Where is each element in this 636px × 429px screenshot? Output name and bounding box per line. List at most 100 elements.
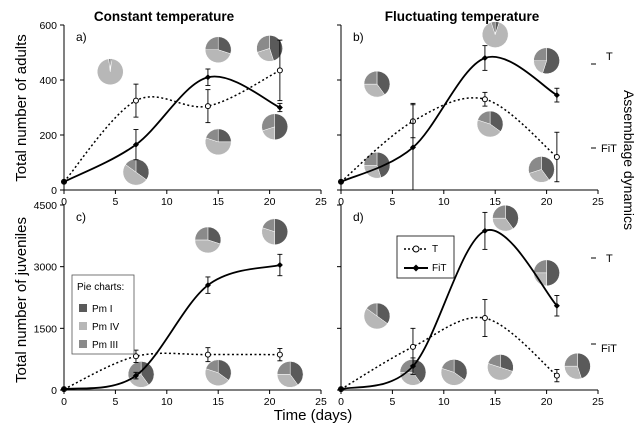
pie-slice <box>122 164 147 186</box>
pie-slice <box>363 308 388 330</box>
data-point-t <box>204 103 211 110</box>
pie-slice <box>505 204 519 230</box>
y-tick-label: 600 <box>39 20 57 32</box>
data-point-t <box>276 67 283 74</box>
x-tick-label: 0 <box>338 196 344 208</box>
pie-slice <box>492 204 506 219</box>
x-tick-label: 15 <box>212 196 224 208</box>
line-legend-t-label: T <box>432 244 438 255</box>
x-tick-label: 20 <box>541 396 553 408</box>
y-tick-label: 400 <box>39 75 57 87</box>
x-tick-label: 25 <box>315 196 327 208</box>
pie-slice <box>289 361 304 386</box>
pie-legend: Pie charts: Pm I Pm IV Pm III <box>71 274 135 355</box>
x-tick-label: 15 <box>489 196 501 208</box>
pie-slice <box>217 359 232 381</box>
pie-slice <box>489 110 504 132</box>
pie-slice <box>487 363 514 381</box>
x-tick-label: 10 <box>161 396 173 408</box>
pie-chart <box>564 352 591 380</box>
data-point-fit <box>553 302 560 309</box>
y-tick-label: 4500 <box>34 200 58 212</box>
pie-slice <box>441 359 455 373</box>
data-point-fit <box>553 92 560 99</box>
data-point-t <box>553 154 560 160</box>
pie-slice <box>453 359 468 381</box>
pie-slice <box>204 137 232 156</box>
series-line-fit <box>63 75 281 183</box>
pie-slice <box>269 35 283 62</box>
x-tick-label: 5 <box>389 396 395 408</box>
x-tick-label: 10 <box>438 396 450 408</box>
line-legend-box <box>396 235 455 279</box>
pie-slice <box>217 128 232 143</box>
side-tick-top-t: T <box>606 51 613 63</box>
pie-slice <box>261 227 275 245</box>
series-line-t <box>63 69 281 183</box>
y-tick-label: 0 <box>51 185 57 197</box>
data-point-t <box>132 97 139 104</box>
data-point-fit <box>481 227 488 234</box>
pie-chart <box>204 36 232 63</box>
data-point-fit <box>338 178 344 185</box>
pie-legend-swatch-3 <box>79 340 87 348</box>
data-point-fit <box>276 104 283 111</box>
line-legend-fit-marker <box>412 264 420 272</box>
pie-chart <box>482 21 509 48</box>
data-point-t <box>481 96 488 103</box>
data-point-t <box>409 343 416 350</box>
pie-legend-label-3: Pm III <box>92 340 118 351</box>
data-point-fit <box>481 55 488 61</box>
pie-chart <box>492 204 519 232</box>
pie-chart <box>533 259 560 287</box>
panel-4: 0 5 10 15 20 25 d) <box>337 204 604 408</box>
y-tick-label: 3000 <box>34 262 58 274</box>
pie-slice <box>487 354 501 368</box>
x-tick-label: 5 <box>389 196 395 208</box>
data-point-fit <box>61 178 67 185</box>
pie-slice <box>205 368 230 386</box>
pie-slice <box>533 47 547 61</box>
pie-slice <box>276 361 291 375</box>
pie-chart <box>440 359 468 386</box>
pie-legend-title: Pie charts: <box>77 282 124 293</box>
pie-slice <box>366 302 378 317</box>
data-point-fit <box>132 372 139 379</box>
pie-slice <box>363 151 378 166</box>
series-line-t <box>63 352 280 390</box>
pie-chart <box>533 47 560 74</box>
y-axis-title-adults: Total number of adults <box>13 34 30 182</box>
x-tick-label: 0 <box>61 396 67 408</box>
pie-legend-swatch-2 <box>79 322 87 330</box>
x-tick-label: 10 <box>161 196 173 208</box>
pie-slice <box>564 352 578 367</box>
pie-slice <box>204 49 231 63</box>
side-tick-top-fit: FiT <box>601 143 617 155</box>
data-point-fit <box>409 363 416 370</box>
line-legend: T FiT <box>396 235 455 279</box>
pie-slice <box>500 354 514 372</box>
pie-slice <box>276 374 299 388</box>
pie-slice <box>261 113 275 132</box>
pie-chart <box>97 58 124 85</box>
pie-slice <box>564 365 582 380</box>
pie-slice <box>492 217 514 232</box>
pie-chart <box>363 302 391 330</box>
pie-chart <box>528 156 555 183</box>
pie-slice <box>217 36 232 55</box>
pie-slice <box>482 21 509 48</box>
y-tick-label: 1500 <box>34 323 58 335</box>
x-tick-label: 25 <box>592 396 604 408</box>
data-point-fit <box>276 262 283 269</box>
line-legend-t-marker <box>412 245 420 253</box>
data-point-fit <box>204 74 211 81</box>
x-tick-label: 5 <box>112 396 118 408</box>
pie-slice <box>476 119 501 138</box>
pie-slice <box>376 70 391 95</box>
pie-chart <box>204 128 232 156</box>
title-constant: Constant temperature <box>94 9 235 24</box>
pie-slice <box>528 156 542 174</box>
pie-chart <box>261 218 288 245</box>
pie-legend-label-1: Pm I <box>92 304 113 315</box>
